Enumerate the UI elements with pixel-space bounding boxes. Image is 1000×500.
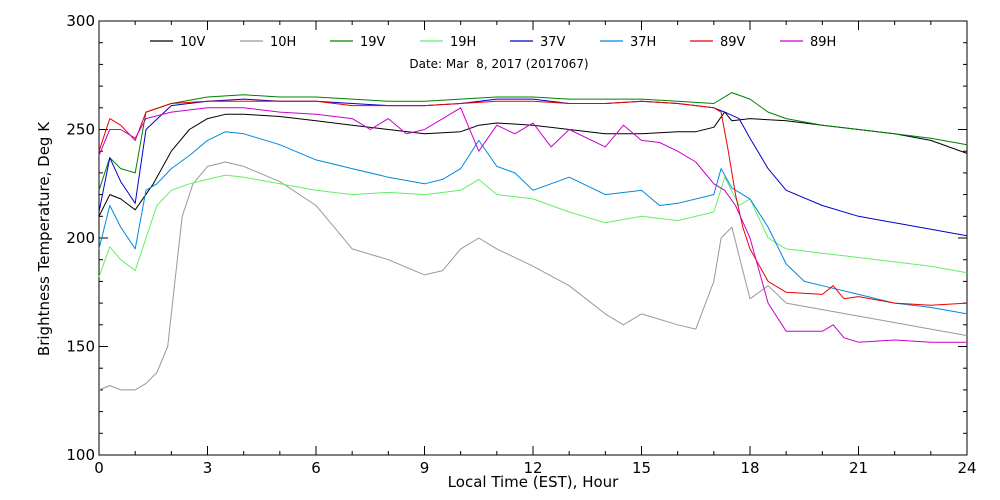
y-tick-label: 250 [66, 121, 95, 139]
y-axis-title: Brightness Temperature, Deg K [35, 121, 53, 356]
legend-label-19h: 19H [450, 35, 476, 50]
legend-label-10h: 10H [270, 35, 296, 50]
date-label: Date: Mar 8, 2017 (2017067) [409, 57, 588, 71]
series-line-89v [98, 100, 968, 306]
x-tick-label: 15 [632, 459, 651, 477]
x-tick-labels: 0 3 6 9 12 15 18 21 24 [94, 459, 976, 477]
x-tick-label: 9 [420, 459, 430, 477]
x-tick-label: 24 [957, 459, 976, 477]
x-tick-label: 12 [523, 459, 542, 477]
x-axis-title: Local Time (EST), Hour [448, 473, 619, 491]
x-tick-label: 21 [849, 459, 868, 477]
series-line-37v [98, 98, 968, 237]
legend-label-19v: 19V [360, 35, 386, 50]
x-tick-label: 3 [203, 459, 213, 477]
series-line-37h [98, 131, 968, 315]
series-line-89h [98, 107, 967, 343]
y-tick-label: 300 [66, 12, 95, 30]
y-tick-label: 200 [66, 229, 95, 247]
x-tick-label: 6 [311, 459, 321, 477]
series-line-10v [98, 111, 968, 217]
axis-ticks [98, 20, 968, 456]
x-tick-label: 18 [740, 459, 759, 477]
y-tick-labels: 100 150 200 250 300 [66, 12, 95, 464]
legend-label-89v: 89V [720, 35, 746, 50]
legend-label-37v: 37V [540, 35, 566, 50]
plot-frame [98, 20, 968, 456]
series-line-19h [98, 174, 968, 278]
y-tick-label: 150 [66, 338, 95, 356]
series-lines [98, 92, 968, 391]
legend: 10V 10H 19V 19H 37V 37H 89V 89H [150, 35, 836, 50]
legend-label-89h: 89H [810, 35, 836, 50]
legend-label-10v: 10V [180, 35, 206, 50]
legend-label-37h: 37H [630, 35, 656, 50]
y-tick-label: 100 [66, 446, 95, 464]
series-line-10h [98, 161, 968, 391]
x-tick-label: 0 [94, 459, 104, 477]
